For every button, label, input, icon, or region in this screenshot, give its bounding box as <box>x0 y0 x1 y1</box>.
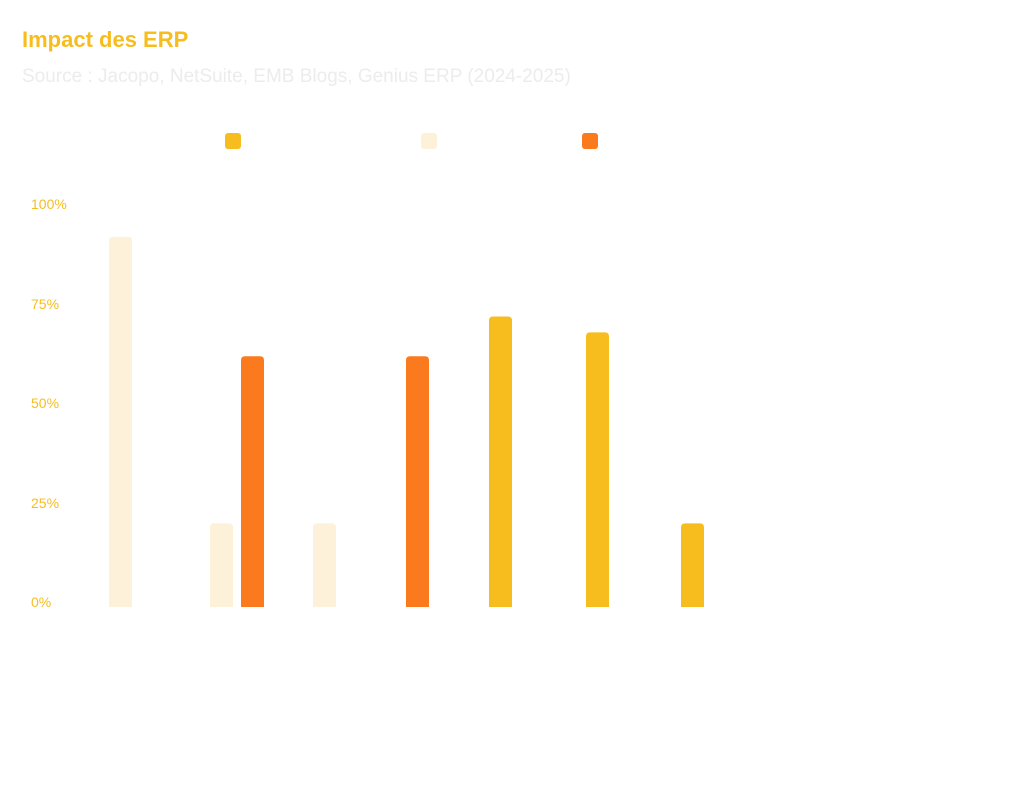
legend-swatch-series-3 <box>582 133 598 149</box>
bar-series-2-category-1[interactable] <box>109 236 132 608</box>
y-tick-label-100: 100% <box>31 196 67 212</box>
bar-series-3-category-4[interactable] <box>406 356 429 607</box>
y-tick-label-50: 50% <box>31 395 59 411</box>
legend-item-series-2[interactable] <box>421 133 445 149</box>
chart-subtitle: Source : Jacopo, NetSuite, EMB Blogs, Ge… <box>22 66 571 87</box>
y-tick-label-25: 25% <box>31 495 59 511</box>
bar-series-1-category-6[interactable] <box>586 332 609 607</box>
legend-swatch-series-2 <box>421 133 437 149</box>
bars <box>109 236 704 608</box>
chart-title: Impact des ERP <box>22 27 189 52</box>
legend-item-series-1[interactable] <box>225 133 249 149</box>
bar-series-1-category-5[interactable] <box>489 316 512 607</box>
legend-swatch-series-1 <box>225 133 241 149</box>
legend-item-series-3[interactable] <box>582 133 606 149</box>
y-axis: 100% 75% 50% 25% 0% <box>31 196 67 610</box>
y-tick-label-0: 0% <box>31 594 51 610</box>
legend <box>0 133 1024 151</box>
bar-series-2-category-2[interactable] <box>210 523 233 607</box>
bar-series-1-category-7[interactable] <box>681 523 704 607</box>
bar-series-2-category-3[interactable] <box>313 523 336 607</box>
y-tick-label-75: 75% <box>31 296 59 312</box>
bar-series-3-category-2[interactable] <box>241 356 264 607</box>
